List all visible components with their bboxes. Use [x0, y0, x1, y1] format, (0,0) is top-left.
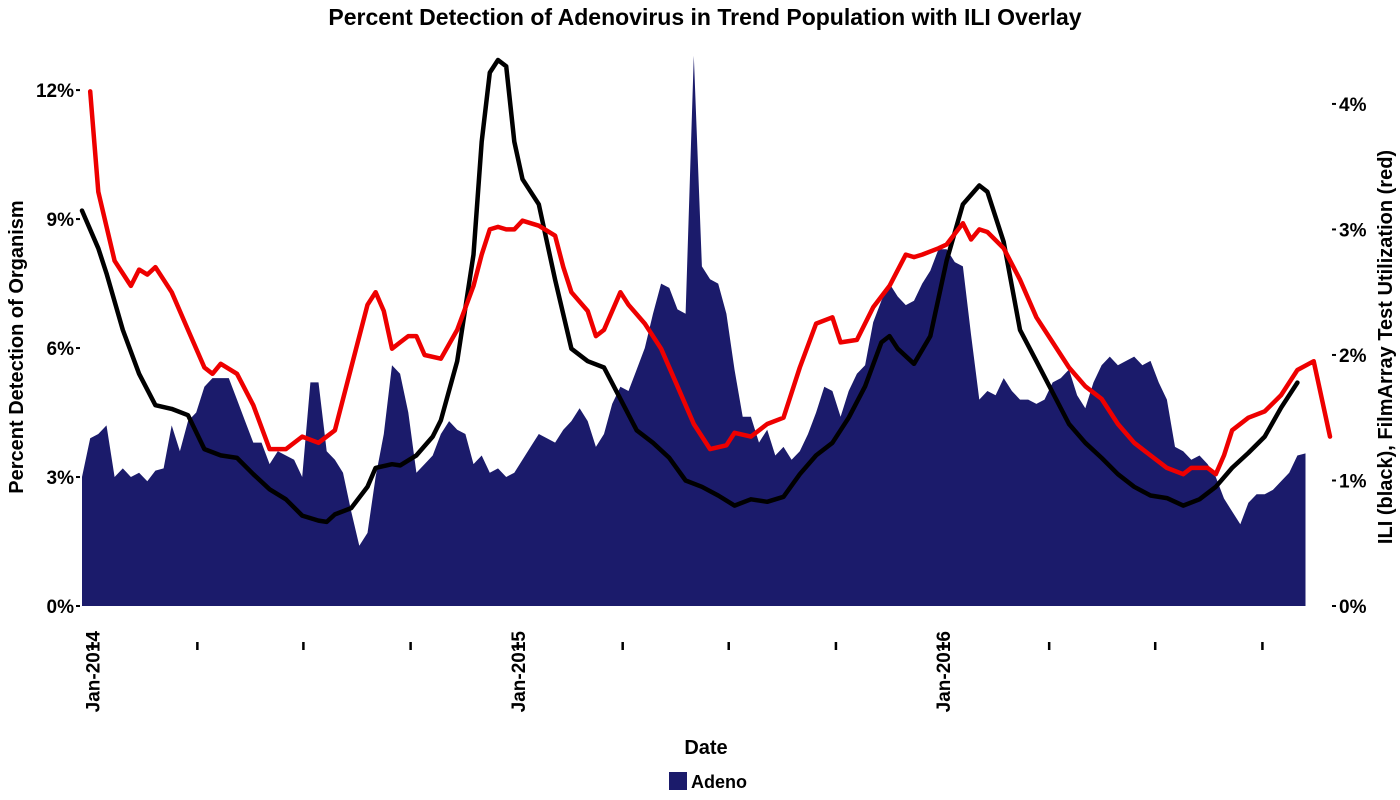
left-y-axis: 0% 3% 6% 9% 12%	[36, 81, 80, 618]
right-y-axis: 0% 1% 2% 3% 4%	[1332, 95, 1367, 618]
right-tick-label: 4%	[1339, 95, 1367, 116]
left-tick-label: 12%	[36, 81, 74, 102]
chart-title: Percent Detection of Adenovirus in Trend…	[328, 4, 1081, 30]
legend-label-adeno: Adeno	[691, 772, 747, 792]
legend-swatch-adeno	[669, 772, 687, 790]
y2-axis-title: ILI (black), FilmArray Test Utilization …	[1375, 150, 1397, 544]
left-tick-label: 6%	[47, 339, 75, 360]
left-tick-label: 3%	[47, 468, 75, 489]
ili-utilization-lines-layer	[79, 57, 1333, 525]
series-line-filmarray-test-utilization	[87, 89, 1333, 477]
legend: Adeno	[669, 772, 747, 792]
x-axis-title: Date	[684, 737, 727, 759]
x-axis: Jan-2014 Jan-2015 Jan-2016	[84, 631, 1264, 713]
x-tick-label: Jan-2015	[509, 631, 530, 713]
right-tick-label: 3%	[1339, 220, 1367, 241]
left-tick-label: 0%	[47, 597, 75, 618]
x-tick-label: Jan-2014	[84, 631, 105, 713]
adeno-area-layer	[82, 55, 1306, 606]
x-tick-label: Jan-2016	[934, 631, 955, 712]
right-tick-label: 0%	[1339, 597, 1367, 618]
left-tick-label: 9%	[47, 210, 75, 231]
right-tick-label: 1%	[1339, 471, 1367, 492]
series-line-ili	[79, 57, 1300, 525]
right-tick-label: 2%	[1339, 346, 1367, 367]
y-axis-title: Percent Detection of Organism	[6, 200, 28, 493]
series-area-adeno	[82, 55, 1306, 606]
